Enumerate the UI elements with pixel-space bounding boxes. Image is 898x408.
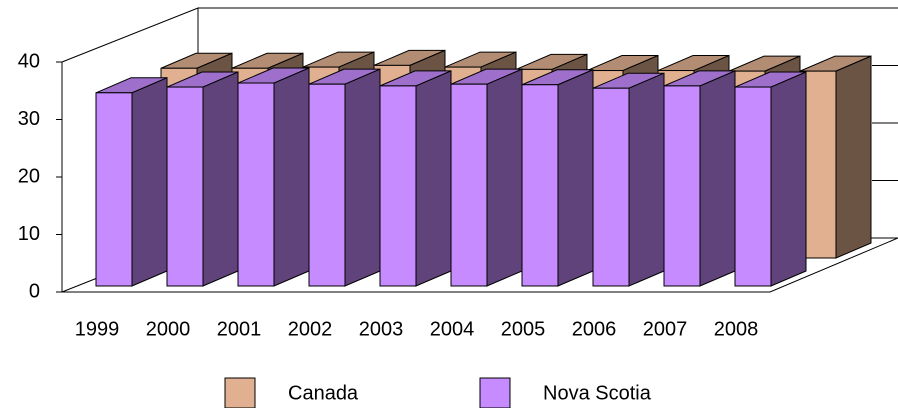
bar-side — [415, 70, 452, 287]
x-tick-label: 2001 — [217, 318, 262, 340]
bar — [95, 77, 168, 287]
bar-front — [379, 85, 417, 287]
bar — [450, 68, 523, 287]
bar-side — [770, 71, 807, 287]
bar-front — [663, 85, 701, 287]
bar-front — [95, 92, 133, 287]
x-tick-label: 2004 — [430, 318, 475, 340]
x-tick-label: 2000 — [146, 318, 191, 340]
legend-label: Canada — [288, 382, 359, 404]
bar-front — [592, 87, 630, 287]
bar-side — [835, 55, 872, 259]
bar-front — [237, 82, 275, 287]
x-tick-label: 2005 — [501, 318, 546, 340]
y-tick-label: 30 — [18, 108, 40, 130]
bar-side — [557, 68, 594, 287]
bar — [237, 67, 310, 287]
legend-swatch — [224, 377, 256, 408]
y-tick-label: 20 — [18, 165, 40, 187]
bar-side — [131, 77, 168, 287]
bar — [379, 70, 452, 287]
bar-side — [202, 71, 239, 287]
bar-side — [486, 68, 523, 287]
legend-swatch — [479, 377, 511, 408]
bar — [166, 71, 239, 287]
bar-front — [734, 86, 772, 287]
x-tick-label: 1999 — [75, 318, 120, 340]
bar-front — [166, 86, 204, 287]
bar — [799, 55, 872, 259]
bar-side — [628, 72, 665, 287]
bar — [308, 68, 381, 287]
bar-front — [521, 84, 559, 287]
bar-front — [450, 83, 488, 287]
x-tick-label: 2006 — [572, 318, 617, 340]
legend-label: Nova Scotia — [543, 382, 652, 404]
y-tick-label: 40 — [18, 50, 40, 72]
bar — [663, 70, 736, 287]
x-tick-label: 2002 — [288, 318, 333, 340]
bar — [521, 68, 594, 287]
x-tick-label: 2003 — [359, 318, 404, 340]
bar-front — [308, 83, 346, 287]
y-tick-label: 10 — [18, 223, 40, 245]
bar — [592, 72, 665, 287]
y-tick-label: 0 — [29, 280, 40, 302]
bar-side — [699, 70, 736, 287]
x-tick-label: 2008 — [714, 318, 759, 340]
bar-side — [344, 68, 381, 287]
bar — [734, 71, 807, 287]
bar-side — [273, 67, 310, 287]
x-tick-label: 2007 — [643, 318, 688, 340]
